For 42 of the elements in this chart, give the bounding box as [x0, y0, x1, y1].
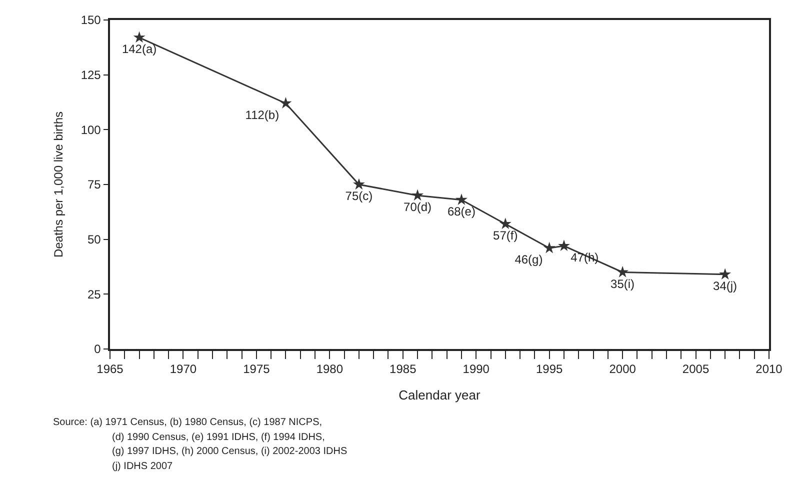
- data-label: 70(d): [404, 200, 432, 214]
- data-label: 75(c): [345, 189, 373, 204]
- x-tick-label: 1995: [536, 362, 563, 376]
- point: [133, 31, 146, 43]
- x-tick-label: 2000: [609, 362, 636, 376]
- data-label: 112(b): [245, 108, 280, 122]
- point: [719, 268, 732, 280]
- data-label: 34(j): [713, 279, 738, 294]
- y-tick-label: 150: [80, 13, 102, 28]
- point: [543, 242, 556, 254]
- data-label: 57(f): [493, 228, 518, 243]
- x-tick-label: 1990: [462, 362, 490, 376]
- point: [499, 218, 512, 230]
- x-tick-label: 1980: [316, 362, 344, 376]
- x-tick-label: 1975: [243, 362, 270, 376]
- x-tick-label: 1970: [170, 362, 197, 376]
- y-tick-label: 75: [87, 178, 102, 192]
- point: [280, 97, 292, 108]
- point: [352, 178, 365, 190]
- x-axis-title: Calendar year: [398, 387, 481, 402]
- point: [558, 240, 570, 252]
- text: (d) 1990 Census, (e) 1991 IDHS, (f) 1994 IDHS,: [112, 432, 325, 443]
- y-axis-title: Deaths per 1,000 live births: [52, 111, 66, 258]
- source-note: Source: (a) 1971 Census, (b) 1980 Census, (c) 1987 NICPS,: [53, 417, 322, 428]
- data-label: 68(e): [447, 204, 476, 218]
- y-tick-label: 50: [87, 232, 102, 247]
- x-tick-label: 1985: [390, 362, 417, 376]
- point: [412, 189, 424, 201]
- data-label: 142(a): [122, 42, 157, 56]
- x-tick-label: 1965: [96, 362, 124, 376]
- y-tick-label: 25: [87, 287, 102, 302]
- data-label: 35(i): [610, 276, 635, 291]
- y-tick-label: 0: [94, 342, 102, 356]
- point: [616, 266, 629, 278]
- x-tick-label: 2010: [756, 362, 783, 376]
- point: [455, 194, 468, 205]
- x-tick-label: 2005: [682, 362, 710, 376]
- text: (g) 1997 IDHS, (h) 2000 Census, (i) 2002-2003 IDHS: [112, 446, 348, 457]
- y-tick-label: 100: [80, 122, 102, 137]
- y-tick-label: 125: [80, 68, 102, 82]
- text: (j) IDHS 2007: [112, 461, 174, 472]
- data-label: 46(g): [514, 252, 543, 267]
